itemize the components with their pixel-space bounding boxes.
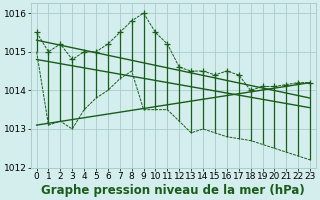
X-axis label: Graphe pression niveau de la mer (hPa): Graphe pression niveau de la mer (hPa)	[42, 184, 305, 197]
